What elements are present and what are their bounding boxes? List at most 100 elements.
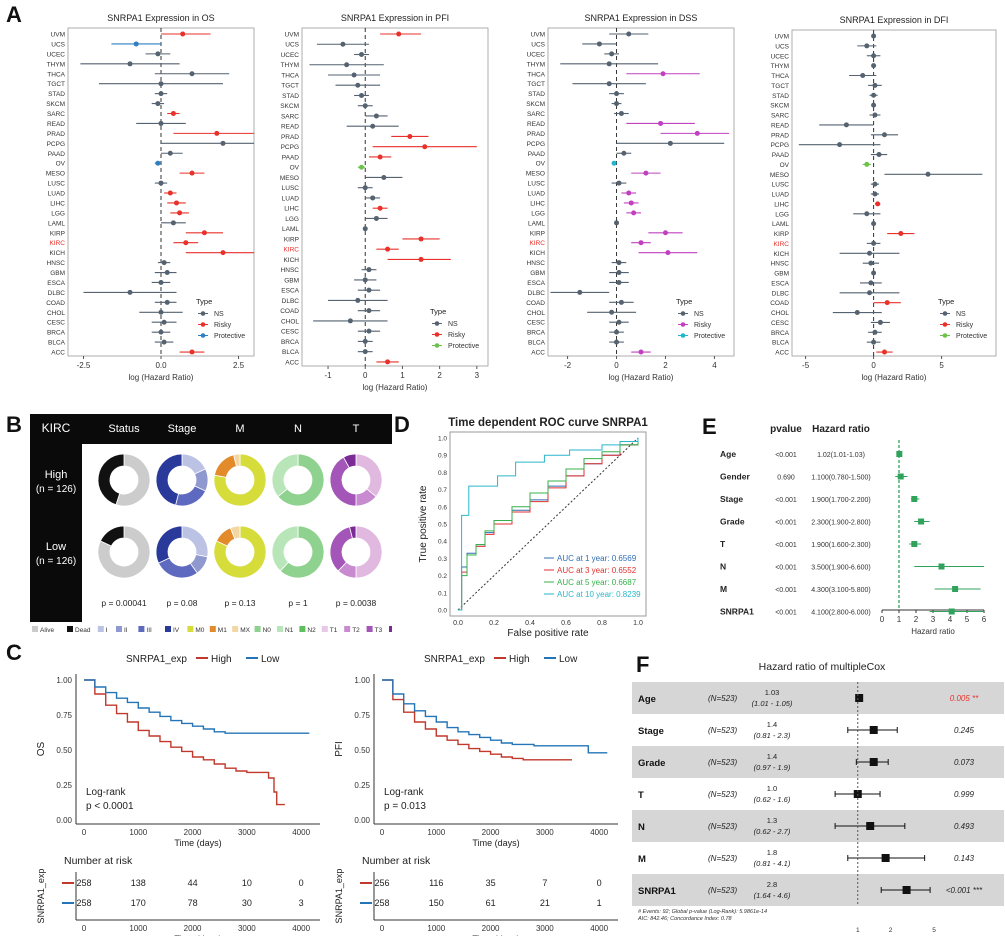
cancer-label-hnsc: HNSC: [527, 260, 546, 267]
y-tick-label: 0.25: [56, 781, 72, 790]
hr-point-brca: [614, 329, 620, 335]
donut-slice-m: [213, 525, 267, 579]
legend-label: AUC at 3 year: 0.6552: [557, 566, 637, 575]
legend-label-high: High: [509, 654, 530, 665]
legend-label-m0: M0: [195, 627, 204, 634]
hr-point-kirc: [638, 240, 644, 246]
hr-point-dlbc: [867, 290, 873, 296]
cancer-label-kich: KICH: [49, 250, 65, 257]
hr-point-ucec: [155, 51, 161, 57]
cancer-label-lusc: LUSC: [772, 182, 790, 189]
hr-point: [897, 473, 904, 480]
risk-value: 138: [131, 878, 146, 888]
logrank-pvalue: p < 0.0001: [86, 801, 134, 812]
legend-label-ns: NS: [956, 311, 966, 318]
legend-swatch: [680, 311, 686, 316]
x-axis-label: log (Hazard Ratio): [129, 373, 194, 382]
hr-point-brca: [872, 329, 878, 335]
hr-point-thym: [344, 62, 350, 68]
x-axis-label: Time (days): [174, 838, 221, 848]
cancer-label-read: READ: [281, 124, 299, 131]
cancer-label-prad: PRAD: [771, 132, 789, 139]
hr-point-sarc: [373, 113, 379, 119]
cancer-label-thym: THYM: [527, 61, 545, 68]
risk-value: 0: [597, 878, 602, 888]
hr-point-lusc: [158, 180, 164, 186]
x-tick-label: 4000: [292, 828, 310, 837]
cancer-label-kich: KICH: [773, 251, 789, 258]
logrank-label: Log-rank: [86, 787, 126, 798]
column-header-stage: Stage: [168, 423, 197, 435]
risk-x-tick-label: 2000: [184, 924, 202, 933]
hr-point-brca: [362, 338, 368, 344]
x-tick-label: 0: [82, 828, 87, 837]
cancer-label-pcpg: PCPG: [281, 144, 299, 151]
row-label-snrpa1: SNRPA1: [638, 886, 677, 897]
cancer-label-stad: STAD: [772, 93, 789, 100]
legend-swatch: [97, 626, 104, 632]
cancer-label-tgct: TGCT: [527, 81, 545, 88]
cancer-label-read: READ: [771, 122, 789, 129]
x-axis-label: log (Hazard Ratio): [609, 373, 674, 382]
hr-point-thym: [871, 63, 877, 69]
y-tick-label: 0.6: [438, 504, 447, 511]
cancer-label-read: READ: [47, 121, 65, 128]
row-pvalue: <0.001: [775, 565, 797, 572]
cancer-label-luad: LUAD: [772, 192, 790, 199]
forest-dss-chart: SNRPA1 Expression in DSS -2 0 2 4 log (Hazard…: [526, 13, 735, 382]
legend-swatch: [942, 333, 948, 338]
row-label-m: M: [720, 584, 727, 594]
hr-point-pcpg: [220, 140, 226, 146]
row-n: (N=523): [708, 758, 737, 767]
hr-point-gbm: [164, 270, 170, 276]
hr-point-sarc: [872, 112, 878, 118]
x-tick-label: 3000: [536, 828, 554, 837]
cancer-label-pcpg: PCPG: [771, 142, 789, 149]
legend-swatch: [165, 626, 171, 632]
hr-point-luad: [626, 190, 632, 196]
hr-point-pcpg: [667, 140, 673, 146]
cancer-label-hnsc: HNSC: [281, 267, 300, 274]
legend-label-low: Low: [559, 654, 578, 665]
row-label: Low: [46, 541, 66, 553]
row-background: [632, 746, 1004, 778]
cancer-label-skcm: SKCM: [526, 101, 545, 108]
hr-point-dlbc: [127, 289, 133, 295]
risk-value: 116: [429, 878, 443, 888]
legend-swatch: [434, 343, 440, 348]
donut-slice-n: [277, 453, 325, 507]
legend-swatch: [209, 626, 216, 632]
x-tick-label: 0: [380, 828, 385, 837]
cancer-label-laml: LAML: [528, 220, 545, 227]
x-tick-label: 0: [871, 361, 876, 370]
cancer-label-prad: PRAD: [527, 131, 545, 138]
cancer-label-lihc: LIHC: [774, 201, 789, 208]
row-pvalue: 0.493: [954, 822, 975, 831]
row-hr: 1.02(1.01-1.03): [817, 452, 865, 459]
donut-slice-status: [115, 453, 151, 507]
row-hr: 1.100(0.780-1.500): [811, 475, 871, 482]
hr-point-skcm: [362, 103, 368, 109]
legend-title: Type: [430, 307, 446, 316]
donut-slice-stage: [155, 453, 183, 506]
panel-label-f: F: [636, 652, 650, 677]
donut-slice-m: [233, 453, 241, 467]
y-tick-label: 0.9: [438, 453, 447, 460]
hr-point-lihc: [174, 200, 179, 206]
row-label-age: Age: [638, 694, 656, 705]
hr-point-stad: [158, 91, 164, 97]
hr-point-cesc: [877, 319, 883, 325]
cancer-label-ucs: UCS: [775, 43, 789, 50]
risk-x-tick-label: 0: [380, 924, 385, 933]
risk-value: 7: [542, 878, 547, 888]
row-label-grade: Grade: [720, 517, 745, 527]
cancer-label-dlbc: DLBC: [528, 290, 546, 297]
cancer-label-tgct: TGCT: [47, 81, 65, 88]
x-tick-label: 3: [475, 371, 480, 380]
row-background: [632, 682, 1004, 714]
x-tick-label: 0.6: [561, 620, 571, 627]
forest-os-chart: SNRPA1 Expression in OS -2.5 0.0 2.5 log (Ha…: [46, 13, 255, 382]
row-hr: 4.300(3.100-5.800): [811, 587, 871, 594]
legend-label-risky: Risky: [448, 332, 466, 339]
hr-point: [869, 726, 878, 734]
